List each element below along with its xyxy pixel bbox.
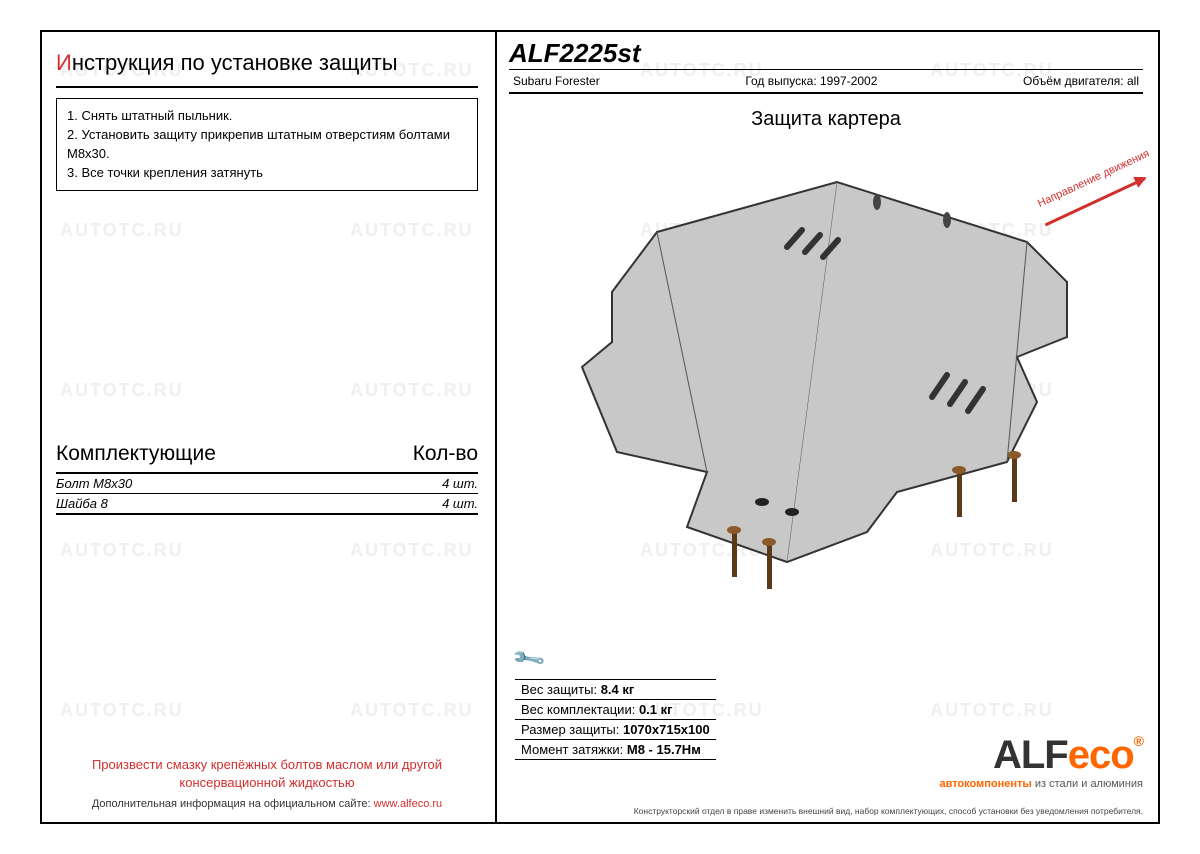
right-panel: ALF2225st Subaru Forester Год выпуска: 1… [495,32,1155,822]
logo-part1: ALF [993,733,1068,777]
spec-size-value: 1070x715x100 [623,722,710,737]
components-title: Комплектующие [56,442,216,466]
right-header: ALF2225st Subaru Forester Год выпуска: 1… [497,32,1155,96]
spec-kit-label: Вес комплектации: [521,702,639,717]
instructions-title: Инструкция по установке защиты [42,32,492,86]
spec-size-label: Размер защиты: [521,722,623,737]
logo-registered: ® [1134,733,1143,749]
engine-value: all [1127,74,1139,88]
logo-text: ALFeco® [939,733,1143,778]
instruction-step: 3. Все точки крепления затянуть [67,164,467,183]
mount-hole [755,498,769,506]
year-value: 1997-2002 [820,74,877,88]
engine-label: Объём двигателя: [1023,74,1127,88]
spec-weight-label: Вес защиты: [521,682,601,697]
info-url: www.alfeco.ru [374,798,442,810]
vehicle-info-row: Subaru Forester Год выпуска: 1997-2002 О… [509,69,1143,94]
lubrication-note: Произвести смазку крепёжных болтов масло… [56,756,478,810]
title-initial: И [56,50,72,75]
wrench-icon: 🔧 [510,640,547,677]
lubrication-text: Произвести смазку крепёжных болтов масло… [56,756,478,792]
mount-tab [943,212,951,228]
instruction-step: 1. Снять штатный пыльник. [67,107,467,126]
skid-plate-shape [582,182,1067,562]
component-name: Болт М8х30 [56,476,132,491]
mount-hole [785,508,799,516]
component-qty: 4 шт. [442,496,478,511]
logo-part2: eco [1068,733,1134,777]
part-number: ALF2225st [509,38,1143,69]
component-name: Шайба 8 [56,496,108,511]
specs-box: Вес защиты: 8.4 кг Вес комплектации: 0.1… [515,679,716,760]
components-block: Комплектующие Кол-во Болт М8х30 4 шт. Ша… [56,442,478,515]
title-rest: нструкция по установке защиты [72,50,398,75]
component-row: Болт М8х30 4 шт. [56,474,478,494]
spec-weight-value: 8.4 кг [601,682,635,697]
tagline-rest: из стали и алюминия [1035,778,1143,790]
quantity-title: Кол-во [413,442,478,466]
disclaimer: Конструкторский отдел в праве изменить в… [515,806,1143,816]
instructions-box: 1. Снять штатный пыльник. 2. Установить … [56,98,478,191]
tagline-prefix: автокомпоненты [939,778,1034,790]
vehicle-name: Subaru Forester [513,74,600,88]
skid-plate-diagram [537,172,1117,592]
logo-block: ALFeco® автокомпоненты из стали и алюмин… [939,733,1143,790]
instruction-step: 2. Установить защиту прикрепив штатным о… [67,126,467,164]
component-row: Шайба 8 4 шт. [56,494,478,513]
logo-tagline: автокомпоненты из стали и алюминия [939,778,1143,790]
spec-torque-value: М8 - 15.7Нм [627,742,701,757]
spec-kit-value: 0.1 кг [639,702,673,717]
left-panel: Инструкция по установке защиты 1. Снять … [42,32,492,822]
mount-tab [873,194,881,210]
info-prefix: Дополнительная информация на официальном… [92,798,374,810]
components-table: Болт М8х30 4 шт. Шайба 8 4 шт. [56,472,478,515]
drawing-title: Защита картера [497,96,1155,135]
component-qty: 4 шт. [442,476,478,491]
spec-torque-label: Момент затяжки: [521,742,627,757]
year-label: Год выпуска: [745,74,820,88]
